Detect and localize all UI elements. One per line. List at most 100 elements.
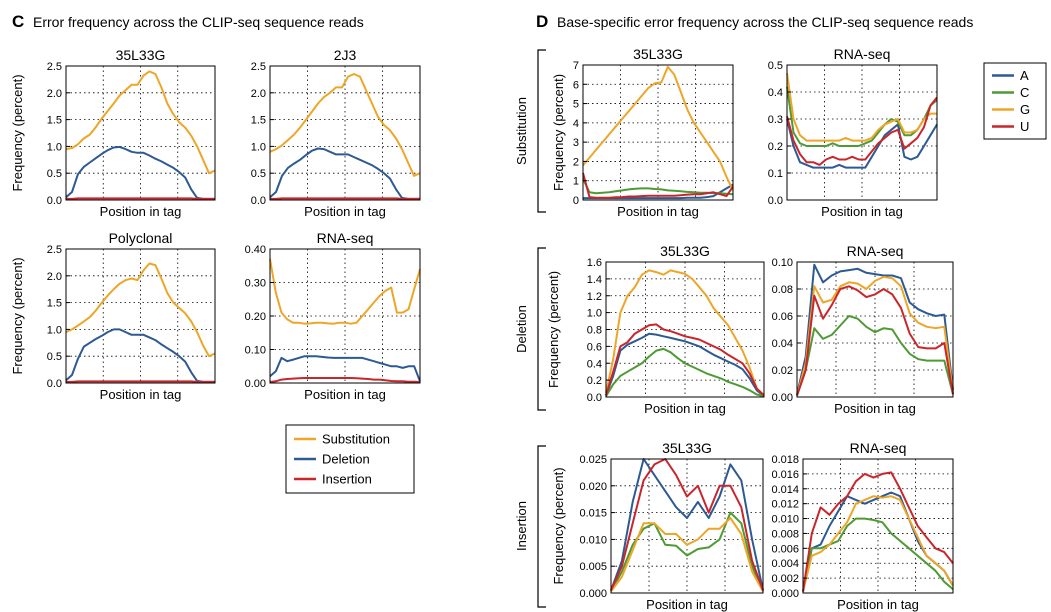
- chart-d2: 0.0 0.1 0.2 0.3 0.4 0.5 RNA-seq Position in tag: [768, 46, 938, 219]
- chart-c1: 0.0 0.5 1.0 1.5 2.0 2.5 35L33G Position in tag F…: [10, 47, 216, 219]
- y-tick-label: 0.20: [245, 311, 266, 323]
- y-tick-label: 0.0: [251, 195, 266, 207]
- y-tick-label: 1.0: [251, 141, 266, 153]
- y-tick-label: 6: [573, 79, 579, 91]
- legend-label-g: G: [1020, 102, 1030, 117]
- chart-title: RNA-seq: [847, 243, 904, 259]
- y-tick-label: 0.010: [771, 514, 799, 526]
- chart-d1: 0 1 2 3 4 5 6 7 35L33G Position in tag Frequency (…: [551, 46, 734, 219]
- chart-d5: 0.000 0.005 0.010 0.015 0.020 0.025 35L33G Posi…: [551, 440, 764, 612]
- legend-label-deletion: Deletion: [322, 452, 370, 467]
- row-label-substitution: Substitution: [514, 97, 529, 165]
- y-axis-label: Frequency (percent): [551, 467, 566, 584]
- chart-title: RNA-seq: [317, 230, 374, 246]
- series-line-a: [796, 263, 954, 395]
- panel-c-letter: C: [12, 12, 24, 31]
- series-line-c: [786, 86, 938, 147]
- series-line-deletion: [65, 145, 215, 200]
- y-tick-label: 2.0: [47, 271, 62, 283]
- y-tick-label: 1: [573, 176, 579, 188]
- plot-frame: [786, 64, 938, 201]
- series-line-insertion: [269, 377, 421, 383]
- y-tick-label: 0.0: [47, 195, 62, 207]
- row-bracket-substitution: Substitution: [514, 49, 546, 213]
- series-line-g: [786, 72, 937, 142]
- x-axis-label: Position in tag: [646, 597, 728, 612]
- series-line-u: [605, 323, 765, 397]
- series-line-deletion: [269, 147, 420, 200]
- y-tick-label: 0.016: [771, 469, 799, 481]
- y-tick-label: 1.0: [47, 324, 62, 336]
- y-tick-label: 0: [573, 195, 579, 207]
- chart-title: 35L33G: [116, 47, 166, 63]
- chart-title: Polyclonal: [109, 230, 173, 246]
- x-axis-label: Position in tag: [834, 401, 916, 416]
- y-tick-label: 0.008: [771, 528, 799, 540]
- series-line-g: [796, 275, 954, 396]
- plot-frame: [269, 65, 421, 201]
- legend-label-c: C: [1020, 85, 1029, 100]
- chart-title: 35L33G: [660, 243, 710, 259]
- row-bracket-insertion: Insertion: [514, 445, 546, 608]
- series-line-substitution: [65, 70, 216, 175]
- y-tick-label: 0.00: [245, 378, 266, 390]
- x-axis-label: Position in tag: [100, 387, 182, 402]
- y-tick-label: 3: [573, 137, 579, 149]
- x-axis-label: Position in tag: [821, 204, 903, 219]
- y-tick-label: 0.002: [771, 573, 799, 585]
- chart-title: 2J3: [334, 47, 357, 63]
- y-tick-label: 0.000: [579, 588, 607, 600]
- series-line-c: [605, 347, 765, 398]
- y-tick-label: 1.4: [587, 274, 602, 286]
- x-axis-label: Position in tag: [644, 401, 726, 416]
- series-line-deletion: [65, 328, 215, 383]
- series-line-u: [610, 458, 764, 591]
- chart-d6: 0.000 0.002 0.004 0.006 0.008 0.010 0.012 0.014…: [771, 440, 954, 612]
- legend-label-substitution: Substitution: [322, 432, 390, 447]
- y-tick-label: 1.0: [47, 141, 62, 153]
- legend-label-a: A: [1020, 68, 1029, 83]
- y-tick-label: 0.5: [47, 351, 62, 363]
- x-axis-label: Position in tag: [100, 204, 182, 219]
- y-tick-label: 7: [573, 60, 579, 72]
- y-tick-label: 0.04: [772, 338, 793, 350]
- series-line-g: [605, 269, 765, 397]
- row-label-deletion: Deletion: [514, 305, 529, 353]
- y-tick-label: 0.025: [579, 454, 607, 466]
- y-tick-label: 1.2: [587, 291, 602, 303]
- y-tick-label: 0.4: [768, 87, 783, 99]
- y-tick-label: 0.005: [579, 561, 607, 573]
- y-axis-label: Frequency (percent): [10, 74, 25, 191]
- y-axis-label: Frequency (percent): [10, 257, 25, 374]
- legend-error-type: Substitution Deletion Insertion: [285, 424, 415, 494]
- chart-title: 35L33G: [633, 46, 683, 62]
- row-label-insertion: Insertion: [514, 501, 529, 551]
- series-line-g: [802, 495, 954, 592]
- y-tick-label: 0.2: [587, 375, 602, 387]
- series-line-substitution: [269, 73, 421, 177]
- plot-frame: [65, 248, 216, 384]
- series-line-a: [786, 118, 938, 169]
- y-tick-label: 2.0: [47, 88, 62, 100]
- legend-label-u: U: [1020, 119, 1029, 134]
- y-tick-label: 0.000: [771, 588, 799, 600]
- chart-title: RNA-seq: [834, 46, 891, 62]
- y-axis-label: Frequency (percent): [546, 271, 561, 388]
- y-tick-label: 0.4: [587, 358, 602, 370]
- y-tick-label: 0.0: [47, 378, 62, 390]
- plot-frame: [582, 64, 734, 201]
- y-tick-label: 0.015: [579, 508, 607, 520]
- y-tick-label: 0.0: [768, 195, 783, 207]
- chart-d4: 0.00 0.02 0.04 0.06 0.08 0.10 RNA-seq Position …: [772, 243, 954, 416]
- x-axis-label: Position in tag: [837, 597, 919, 612]
- y-tick-label: 0.8: [587, 325, 602, 337]
- y-tick-label: 2.5: [47, 244, 62, 256]
- chart-c4: 0.00 0.10 0.20 0.30 0.40 RNA-seq Position in t…: [245, 230, 421, 402]
- panel-d-letter: D: [536, 12, 548, 31]
- series-line-insertion: [66, 197, 215, 200]
- y-tick-label: 0.10: [245, 345, 266, 357]
- series-line-substitution: [65, 262, 216, 358]
- plot-frame: [802, 458, 954, 594]
